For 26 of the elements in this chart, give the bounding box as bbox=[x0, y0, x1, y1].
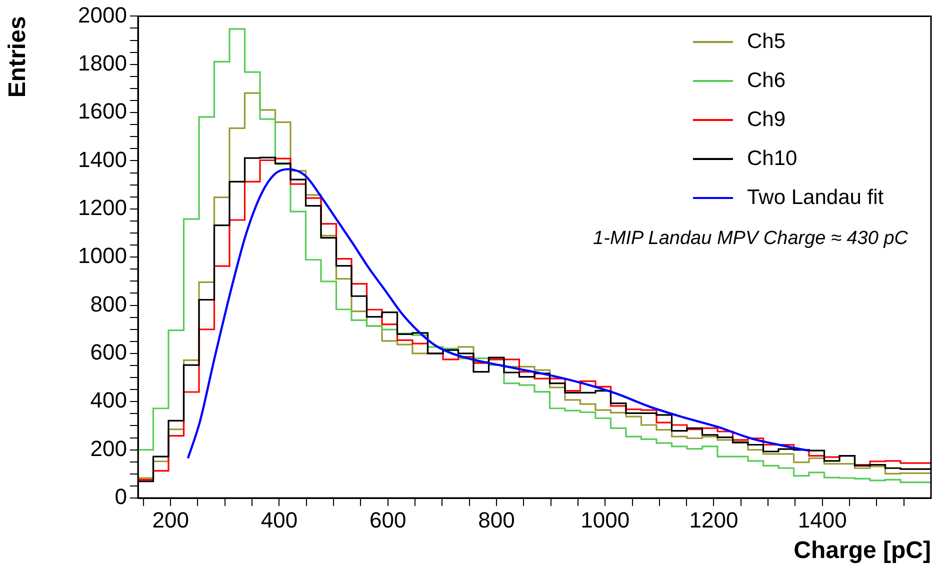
y-tick-label: 200 bbox=[90, 436, 127, 461]
y-tick-label: 1400 bbox=[78, 146, 127, 172]
annotation: 1-MIP Landau MPV Charge ≈ 430 pC bbox=[593, 228, 908, 250]
x-tick-label: 1400 bbox=[798, 507, 847, 532]
y-tick-label: 1200 bbox=[78, 194, 127, 220]
y-tick-label: 1600 bbox=[78, 98, 127, 124]
legend-label: Ch10 bbox=[747, 146, 798, 171]
legend-label: Ch6 bbox=[747, 68, 786, 93]
y-tick-label: 0 bbox=[114, 484, 127, 510]
legend-label: Ch9 bbox=[747, 108, 786, 132]
y-axis-title: Entries bbox=[4, 16, 32, 98]
y-tick-label: 800 bbox=[90, 291, 127, 316]
y-tick-label: 2000 bbox=[78, 2, 127, 28]
x-tick-label: 600 bbox=[369, 507, 406, 532]
y-tick-label: 1000 bbox=[78, 243, 127, 268]
x-axis-title: Charge [pC] bbox=[794, 537, 931, 564]
x-tick-label: 1000 bbox=[580, 507, 630, 532]
legend-label: Ch5 bbox=[747, 30, 786, 54]
legend-label: Two Landau fit bbox=[747, 186, 884, 210]
x-tick-label: 1200 bbox=[689, 507, 738, 532]
x-tick-label: 200 bbox=[152, 507, 189, 532]
x-tick-label: 400 bbox=[260, 507, 298, 532]
y-tick-label: 400 bbox=[90, 388, 127, 413]
y-tick-label: 600 bbox=[90, 340, 127, 365]
y-tick-label: 1800 bbox=[78, 50, 127, 76]
x-tick-label: 800 bbox=[478, 507, 515, 532]
